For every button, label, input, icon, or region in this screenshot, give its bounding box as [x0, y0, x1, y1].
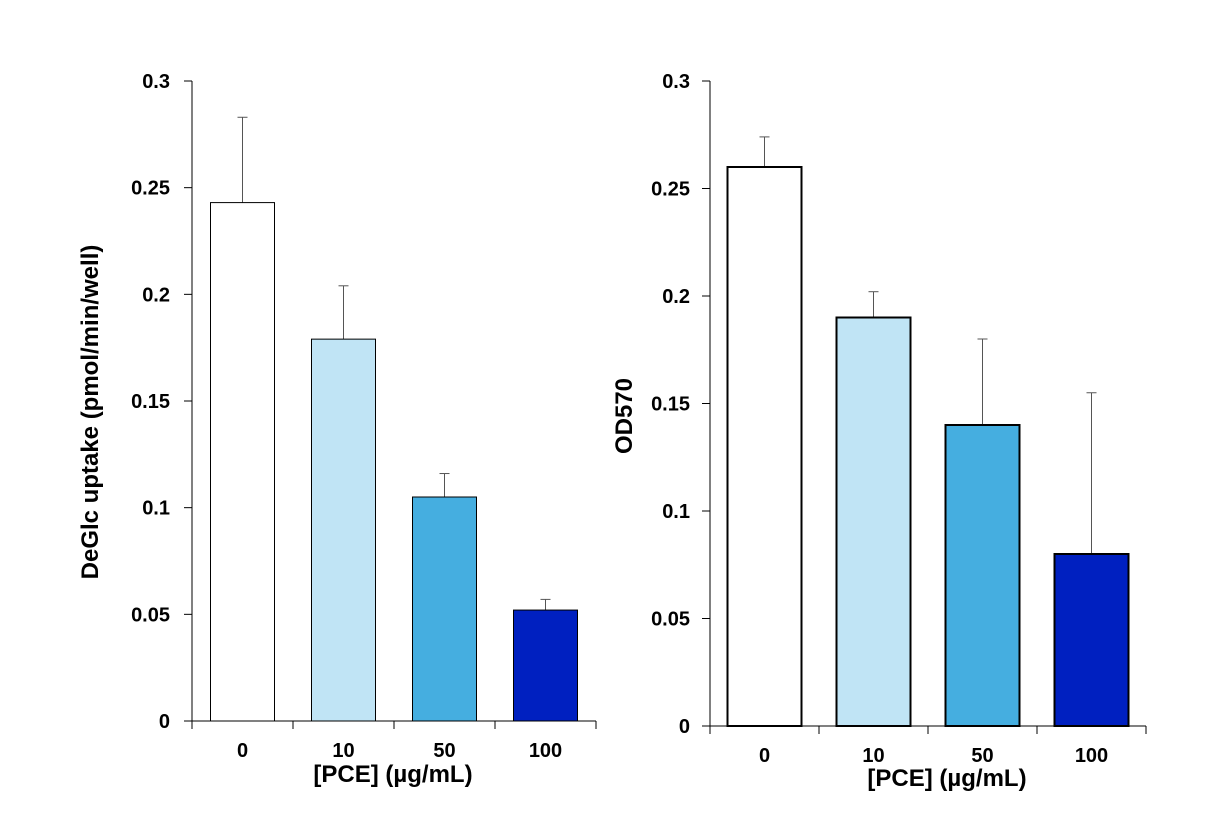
bar: [513, 609, 578, 722]
chart-od570: OD570 [PCE] (µg/mL) 0 0.05 0.1 0.15 0.2 0.25 0…: [611, 71, 1147, 792]
y-tick-label: 0.15: [651, 394, 690, 416]
y-tick-label: 0.25: [131, 178, 170, 200]
bar: [412, 496, 477, 722]
y-tick-label: 0.3: [142, 71, 170, 93]
x-tick-label: 0: [237, 740, 248, 762]
bar: [311, 338, 376, 722]
y-tick-label: 0: [679, 716, 690, 738]
x-axis-title: [PCE] (µg/mL): [313, 761, 472, 788]
y-tick-label: 0.1: [662, 501, 690, 523]
y-axis-title: DeGlc uptake (pmol/min/well): [77, 245, 104, 580]
y-tick-label: 0.25: [651, 179, 690, 201]
x-tick-label: 100: [1075, 745, 1108, 767]
x-tick-label: 100: [529, 740, 562, 762]
chart-deglc-uptake: DeGlc uptake (pmol/min/well) [PCE] (µg/m…: [77, 71, 597, 788]
x-tick-label: 10: [332, 740, 354, 762]
x-axis-title: [PCE] (µg/mL): [867, 765, 1026, 792]
y-axis-title: OD570: [611, 378, 638, 454]
bar: [210, 202, 275, 722]
bar: [944, 424, 1021, 727]
x-tick-label: 50: [433, 740, 455, 762]
x-tick-label: 50: [971, 745, 993, 767]
x-tick-label: 10: [862, 745, 884, 767]
y-tick-label: 0: [159, 711, 170, 733]
y-tick-label: 0.2: [662, 286, 690, 308]
x-tick-label: 0: [759, 745, 770, 767]
y-tick-label: 0.1: [142, 498, 170, 520]
y-tick-label: 0.3: [662, 71, 690, 93]
y-tick-label: 0.15: [131, 391, 170, 413]
bar: [835, 316, 912, 727]
bar: [726, 166, 803, 727]
y-tick-label: 0.05: [651, 609, 690, 631]
y-tick-label: 0.05: [131, 604, 170, 626]
y-tick-label: 0.2: [142, 284, 170, 306]
bar: [1053, 553, 1130, 727]
